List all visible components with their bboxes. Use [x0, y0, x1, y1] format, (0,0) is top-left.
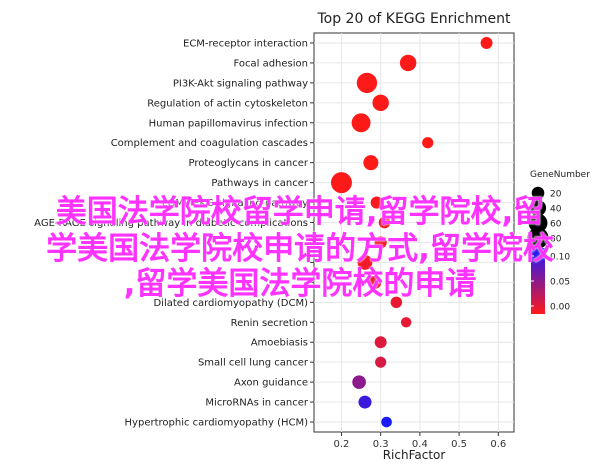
data-point: [480, 37, 493, 49]
pathway-label: Human papillomavirus infection: [149, 118, 308, 129]
color-legend-label: 0.00: [550, 303, 570, 313]
overlay-text-line-1: 美国法学院校留学申请,留学院校,留: [55, 194, 545, 230]
overlay-text-line-3: ,留学美国法学院校的申请: [123, 266, 477, 302]
pathway-label: Hypertrophic cardiomyopathy (HCM): [125, 418, 309, 429]
x-tick-label: 0.5: [451, 439, 467, 450]
size-legend-key: [531, 186, 545, 200]
pathway-label: Small cell lung cancer: [198, 358, 309, 369]
size-legend-label: 60: [550, 220, 562, 230]
plot-area: 0.2 0.3 0.4 0.5 0.6 ECM-receptor interaction F…: [34, 32, 515, 450]
size-legend-key: [528, 213, 548, 233]
data-point: [422, 137, 434, 149]
pathway-label: Axon guidance: [234, 378, 308, 389]
data-point: [374, 236, 387, 249]
size-legend-key: [529, 199, 547, 217]
pathway-label: PI3K-Akt signaling pathway: [173, 78, 308, 89]
data-point: [352, 375, 366, 389]
data-point: [370, 196, 383, 209]
pathway-label: MicroRNAs in cancer: [205, 398, 308, 409]
pathway-label: Regulation of actin cytoskeleton: [147, 98, 308, 109]
pathway-label: Pathways in cancer: [211, 178, 308, 189]
data-point: [400, 317, 412, 328]
size-legend-title: GeneNumber: [530, 170, 590, 180]
x-tick-label: 0.2: [333, 439, 349, 450]
data-point: [375, 356, 387, 368]
data-point: [378, 216, 391, 229]
size-legend-label: 80: [550, 235, 562, 245]
overlay-text-line-2: 学美国法学院校申请的方式,留学院校: [46, 231, 554, 267]
plot-panel: [313, 32, 515, 433]
data-point: [399, 54, 417, 72]
data-point: [368, 275, 382, 289]
data-point: [330, 172, 352, 194]
x-tick-label: 0.3: [373, 439, 389, 450]
pathway-label: Complement and coagulation cascades: [111, 138, 308, 149]
data-point: [372, 94, 389, 112]
pathway-label: cGMP-PKG signaling pathway: [162, 198, 308, 209]
data-point: [356, 72, 378, 94]
size-legend-key: [527, 227, 549, 249]
pathway-label: Proteoglycans in cancer: [189, 158, 309, 169]
pathway-label: ECM-receptor interaction: [183, 38, 308, 49]
color-legend-bar: [531, 248, 545, 314]
x-axis-label: RichFactor: [383, 448, 446, 462]
data-point: [390, 296, 403, 309]
size-legend-label: 40: [550, 205, 562, 215]
pathway-label: Amoebiasis: [251, 338, 308, 349]
chart-title: Top 20 of KEGG Enrichment: [316, 11, 511, 27]
data-point: [358, 395, 372, 409]
color-legend-label: 0.10: [550, 253, 570, 263]
size-legend-label: 20: [550, 190, 562, 200]
data-point: [374, 336, 387, 349]
data-point: [351, 113, 371, 133]
pathway-label: Renin secretion: [231, 318, 308, 329]
color-legend-label: 0.05: [550, 278, 570, 288]
data-point: [357, 254, 373, 270]
pathway-label: AGE-RAGE signaling pathway in diabetic c…: [34, 218, 308, 229]
x-tick-label: 0.6: [490, 439, 506, 450]
data-point: [381, 416, 392, 428]
legend: GeneNumber 20 40 60 80 0.10 0.05 0.00: [527, 170, 590, 314]
x-tick-label: 0.4: [412, 439, 428, 450]
pathway-label: Dilated cardiomyopathy (DCM): [153, 298, 308, 309]
data-point: [363, 155, 379, 171]
pathway-label: Focal adhesion: [233, 58, 308, 69]
